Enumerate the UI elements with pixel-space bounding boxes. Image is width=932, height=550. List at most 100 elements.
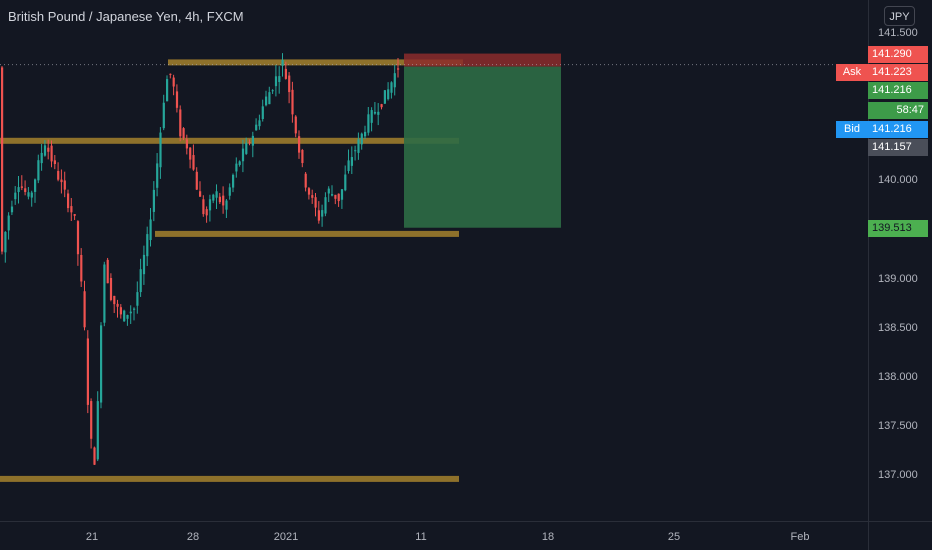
candle-body: [314, 197, 317, 208]
candle-body: [307, 188, 311, 195]
candle-body: [129, 311, 132, 314]
time-scale[interactable]: [0, 521, 868, 550]
target-price-label: 139.513: [868, 220, 928, 237]
candle-body: [24, 188, 27, 192]
candle-body: [37, 160, 40, 181]
last-price-label: 141.216: [868, 82, 928, 99]
candle-body: [301, 149, 304, 164]
candle-body: [113, 295, 116, 305]
candle-body: [175, 91, 179, 108]
candle-body: [182, 128, 185, 139]
take-profit-zone: [404, 66, 561, 228]
candle-body: [149, 219, 152, 241]
candle-body: [202, 199, 205, 215]
candle-body: [397, 68, 400, 70]
candle-body: [337, 193, 340, 202]
candle-body: [20, 186, 23, 188]
price-scale[interactable]: [868, 0, 932, 521]
candle-body: [172, 77, 175, 87]
candle-body: [350, 157, 353, 166]
candle-body: [34, 179, 37, 192]
time-tick: 2021: [273, 531, 299, 543]
candle-body: [377, 111, 380, 115]
price-chart[interactable]: [0, 0, 868, 521]
candle-body: [238, 161, 241, 165]
candle-body: [195, 171, 198, 190]
candle-body: [383, 90, 386, 104]
candle-body: [294, 116, 297, 134]
candle-body: [225, 200, 228, 210]
candle-body: [274, 76, 278, 87]
candle-body: [241, 148, 245, 162]
candle-body: [228, 187, 231, 196]
candle-body: [47, 147, 50, 152]
time-tick: 28: [186, 531, 200, 543]
candle-body: [156, 163, 159, 188]
candle-body: [80, 254, 83, 282]
ask-price-label: 141.223: [868, 64, 928, 81]
candle-body: [258, 120, 261, 127]
candle-body: [265, 96, 268, 106]
candle-body: [103, 264, 106, 323]
candle-body: [67, 193, 70, 209]
candle-body: [311, 195, 314, 198]
candle-body: [373, 111, 377, 114]
bid-tag: Bid: [836, 121, 868, 138]
candle-body: [304, 173, 307, 188]
candle-body: [27, 192, 30, 197]
candle-body: [136, 292, 139, 306]
price-tick: 138.500: [878, 322, 918, 334]
price-tick: 137.500: [878, 420, 918, 432]
candle-body: [53, 160, 56, 164]
candle-body: [169, 73, 172, 75]
candle-body: [166, 79, 169, 102]
candle-body: [261, 106, 264, 120]
candle-body: [208, 199, 212, 211]
candle-body: [7, 215, 10, 231]
candle-body: [364, 131, 367, 137]
candle-body: [60, 179, 63, 183]
candle-body: [192, 155, 195, 170]
time-tick: 25: [667, 531, 681, 543]
candle-body: [146, 234, 149, 257]
candle-body: [50, 145, 53, 162]
symbol-title: British Pound / Japanese Yen, 4h, FXCM: [8, 9, 244, 24]
candle-body: [222, 195, 225, 206]
candle-body: [380, 104, 383, 108]
candle-body: [324, 197, 327, 214]
candle-body: [291, 89, 294, 115]
horizontal-level-line: [155, 230, 459, 237]
candle-body: [317, 210, 320, 221]
candle-body: [139, 269, 142, 293]
candle-body: [284, 68, 287, 79]
candle-body: [17, 187, 20, 193]
candle-body: [251, 135, 254, 146]
candle-body: [212, 194, 215, 201]
candle-body: [189, 147, 192, 160]
candle-body: [179, 109, 182, 137]
candle-body: [271, 90, 274, 92]
candle-body: [327, 188, 330, 194]
stop-price-label: 141.290: [868, 46, 928, 63]
candle-body: [1, 67, 4, 252]
bid-price-label: 141.216: [868, 121, 928, 138]
stop-loss-zone: [404, 53, 561, 67]
candle-body: [96, 401, 99, 460]
candle-body: [90, 401, 93, 439]
candle-body: [63, 180, 66, 190]
candle-body: [340, 189, 344, 200]
candle-body: [133, 308, 136, 310]
candle-body: [43, 145, 47, 156]
candle-body: [360, 133, 363, 145]
candle-body: [357, 139, 360, 153]
currency-button[interactable]: JPY: [884, 6, 915, 26]
price-tick: 140.000: [878, 174, 918, 186]
candle-body: [248, 142, 251, 144]
candle-body: [123, 310, 126, 322]
candle-body: [57, 171, 60, 180]
candle-body: [218, 196, 221, 203]
candle-body: [14, 192, 17, 200]
chart-area[interactable]: [0, 0, 868, 521]
candle-body: [344, 174, 347, 191]
price-tick: 138.000: [878, 371, 918, 383]
